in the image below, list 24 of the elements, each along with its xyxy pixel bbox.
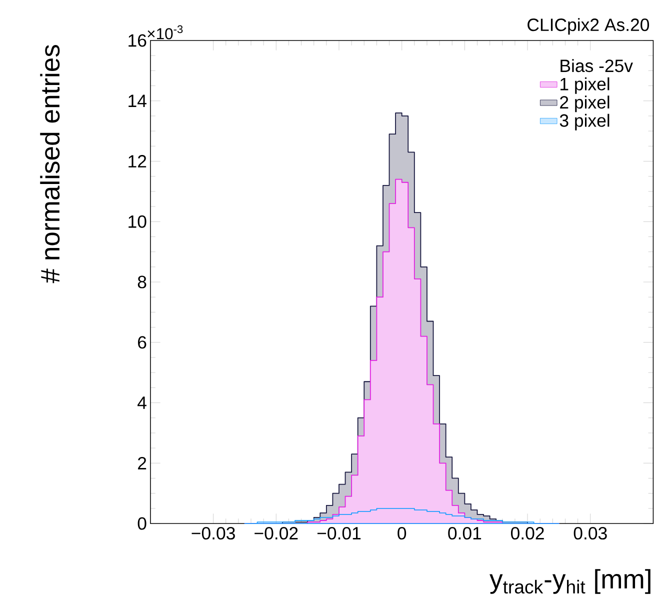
x-tick-label: −0.03 (192, 526, 235, 540)
x-tick-label: −0.01 (317, 526, 361, 540)
legend-label: 2 pixel (560, 95, 610, 112)
legend-label: 1 pixel (560, 77, 610, 94)
y-tick-label: 0 (138, 517, 146, 530)
y-tick-label: 2 (138, 456, 146, 470)
x-tick-label: 0 (398, 526, 406, 540)
y-tick-label: 6 (138, 336, 146, 348)
legend-title: Bias -25v (560, 58, 633, 72)
y-tick-label: 4 (138, 396, 146, 409)
y-tick-label: 8 (138, 275, 146, 288)
chart-title: CLICpix2 As.20 (528, 18, 650, 34)
x-tick-label: −0.02 (254, 526, 298, 540)
y-axis-title: # normalised entries (40, 44, 60, 283)
text: ×10$^{-3}$ (148, 25, 183, 40)
y-tick-label: 10 (128, 215, 146, 228)
x-tick-label: 0.01 (448, 526, 482, 540)
y-tick-label: 12 (128, 154, 146, 168)
x-axis-title: y$_{track}$-y$_{hit}$ [mm] (490, 568, 650, 594)
y-tick-label: 14 (128, 94, 146, 107)
x-tick-label: 0.03 (574, 526, 607, 540)
x-tick-label: 0.02 (510, 526, 544, 540)
legend-label: 3 pixel (560, 114, 610, 130)
y-tick-label: 16 (128, 34, 146, 47)
